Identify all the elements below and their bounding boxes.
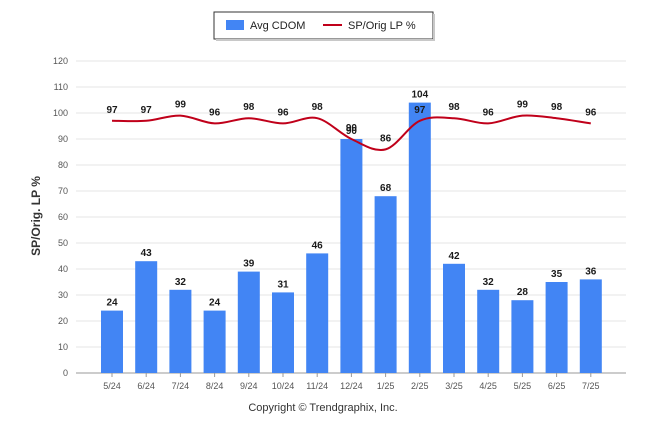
y-tick-label: 80 <box>58 160 68 170</box>
y-tick-label: 100 <box>53 108 68 118</box>
y-tick-label: 50 <box>58 238 68 248</box>
x-tick-label: 5/25 <box>514 381 532 391</box>
line-data-label: 97 <box>106 105 118 116</box>
line-data-label: 96 <box>277 107 289 118</box>
legend: Avg CDOM SP/Orig LP % <box>213 11 435 41</box>
bar <box>169 289 192 373</box>
bar <box>135 261 158 373</box>
x-tick-label: 2/25 <box>411 381 429 391</box>
data-labels: 24 43 32 24 39 31 46 90 68 104 42 32 28 35 36 97 97 99 96 9… <box>106 90 596 309</box>
bar-data-label: 39 <box>243 259 255 270</box>
bar <box>545 282 568 373</box>
y-tick-label: 90 <box>58 134 68 144</box>
y-axis-title: SP/Orig. LP % <box>29 176 43 256</box>
bar-data-label: 36 <box>585 266 597 277</box>
line-data-label: 97 <box>414 105 426 116</box>
y-tick-label: 70 <box>58 186 68 196</box>
bar-data-label: 68 <box>380 183 392 194</box>
bar-data-label: 35 <box>551 269 563 280</box>
bar <box>443 263 465 373</box>
copyright-footer: Copyright © Trendgraphix, Inc. <box>248 402 398 414</box>
x-tick-label: 7/24 <box>172 381 190 391</box>
bar-data-label: 104 <box>411 90 428 101</box>
bar-data-label: 43 <box>141 248 153 259</box>
x-tick-label: 8/24 <box>206 381 224 391</box>
bar <box>306 253 329 373</box>
x-axis: 5/24 6/24 7/24 8/24 9/24 10/24 11/24 12/24 1/25 2… <box>103 373 600 391</box>
legend-swatch-bar <box>226 20 244 30</box>
bar <box>237 271 260 373</box>
legend-label-bar: Avg CDOM <box>250 20 305 32</box>
y-tick-label: 60 <box>58 212 68 222</box>
x-tick-label: 3/25 <box>445 381 463 391</box>
line-data-label: 86 <box>380 133 392 144</box>
legend-shadow <box>433 14 435 41</box>
line-data-label: 98 <box>243 102 255 113</box>
bar-data-label: 31 <box>277 279 289 290</box>
bar <box>477 289 500 373</box>
x-tick-label: 5/24 <box>103 381 121 391</box>
bar <box>408 102 431 373</box>
y-tick-label: 20 <box>58 316 68 326</box>
x-tick-label: 6/24 <box>137 381 155 391</box>
y-axis: 0 10 20 30 40 50 60 70 80 90 100 110 120 <box>53 56 68 378</box>
sp-orig-lp-line <box>111 114 591 152</box>
bar-data-label: 24 <box>106 298 118 309</box>
bar-data-label: 32 <box>175 277 187 288</box>
line-data-label: 96 <box>483 107 495 118</box>
y-tick-label: 40 <box>58 264 68 274</box>
bar <box>511 300 534 373</box>
y-tick-label: 0 <box>63 368 68 378</box>
x-tick-label: 6/25 <box>548 381 566 391</box>
bar <box>272 292 294 373</box>
line-data-label: 98 <box>312 102 324 113</box>
x-tick-label: 9/24 <box>240 381 258 391</box>
line-data-label: 96 <box>209 107 221 118</box>
bar-data-label: 42 <box>448 251 460 262</box>
bar-data-label: 46 <box>312 240 324 251</box>
y-tick-label: 110 <box>54 82 68 92</box>
bar-data-label: 28 <box>517 287 529 298</box>
x-tick-label: 1/25 <box>377 381 395 391</box>
bar-data-label: 32 <box>483 277 495 288</box>
bar <box>340 139 363 373</box>
bar-data-label: 24 <box>209 298 221 309</box>
x-tick-label: 11/24 <box>306 381 328 391</box>
bar <box>203 310 226 373</box>
x-tick-label: 10/24 <box>272 381 295 391</box>
line-data-label: 90 <box>346 123 358 134</box>
line-data-label: 99 <box>517 100 529 111</box>
bar <box>101 310 123 373</box>
line-data-label: 98 <box>448 102 460 113</box>
bar-data-label: 90 <box>346 126 358 137</box>
line-data-label: 98 <box>551 102 563 113</box>
legend-shadow-bottom <box>216 39 435 41</box>
line-data-label: 97 <box>141 105 153 116</box>
x-tick-label: 7/25 <box>582 381 600 391</box>
line-data-label: 99 <box>175 100 187 111</box>
bar-series <box>101 102 602 373</box>
y-tick-label: 30 <box>58 290 68 300</box>
x-tick-label: 4/25 <box>479 381 497 391</box>
bar <box>374 196 397 373</box>
line-data-label: 96 <box>585 107 597 118</box>
bar <box>579 279 602 373</box>
y-tick-label: 120 <box>53 56 68 66</box>
x-tick-label: 12/24 <box>340 381 363 391</box>
y-tick-label: 10 <box>58 342 68 352</box>
line-series <box>111 114 591 152</box>
legend-label-line: SP/Orig LP % <box>348 20 416 32</box>
